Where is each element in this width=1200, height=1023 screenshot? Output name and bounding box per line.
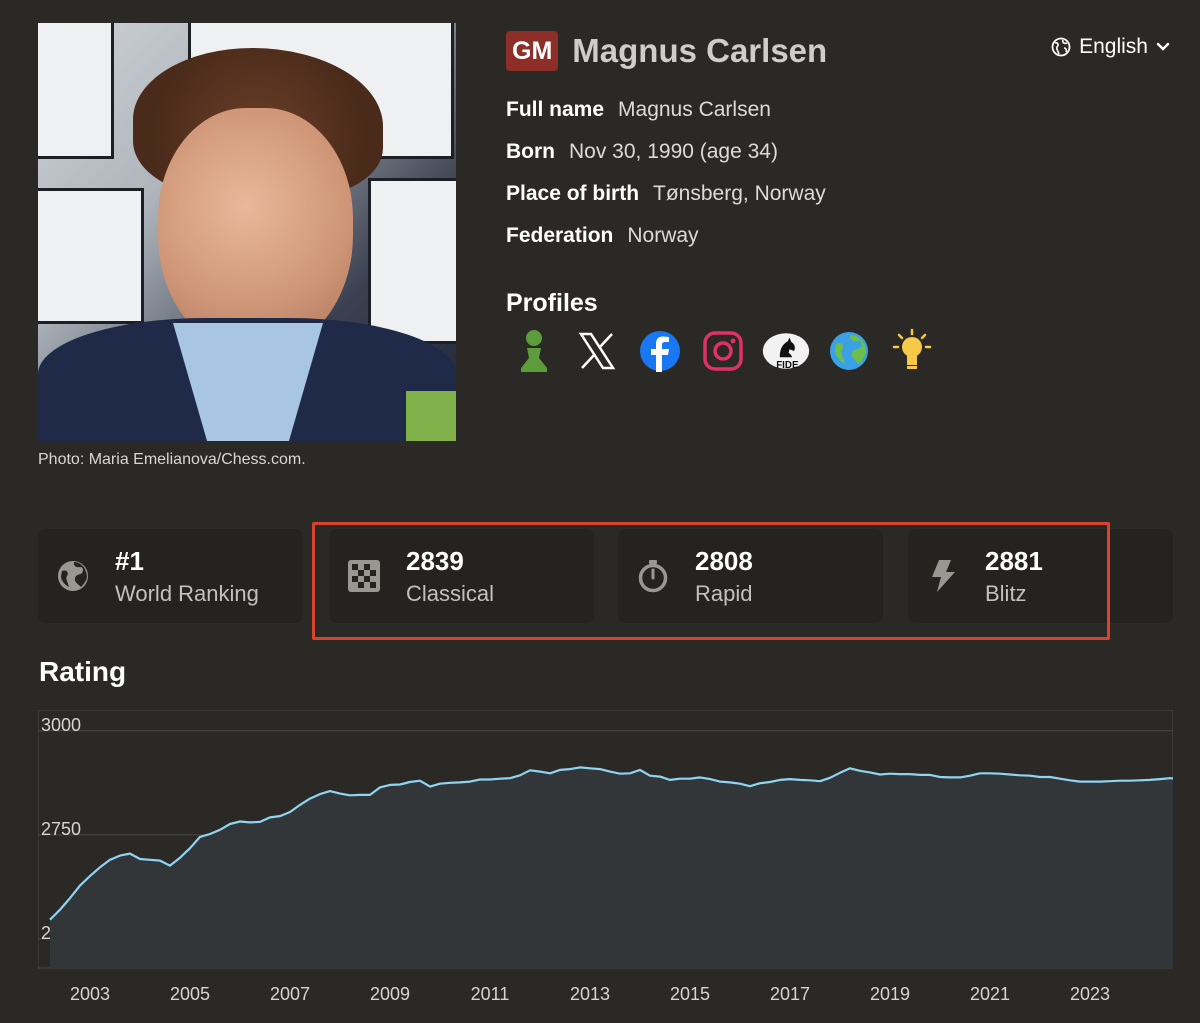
- stat-label: Classical: [406, 581, 495, 606]
- profile-links: FIDE: [510, 326, 936, 376]
- info-label: Full name: [506, 98, 605, 121]
- globe-icon: [58, 561, 88, 591]
- x-tick-label: 2011: [471, 984, 510, 1004]
- photo-caption: Photo: Maria Emelianova/Chess.com.: [38, 451, 306, 468]
- lightning-icon: [932, 560, 955, 592]
- title-badge: GM: [506, 31, 559, 71]
- stat-value: 2808: [695, 546, 753, 576]
- x-tick-label: 2021: [970, 984, 1010, 1004]
- info-value: Magnus Carlsen: [618, 98, 771, 121]
- info-value: Norway: [627, 224, 699, 247]
- info-label: Place of birth: [506, 182, 640, 205]
- x-tick-label: 2019: [870, 984, 910, 1004]
- stat-value: 2839: [406, 546, 464, 576]
- facebook-icon[interactable]: [636, 326, 684, 376]
- info-label: Federation: [506, 224, 614, 247]
- stopwatch-icon: [638, 560, 668, 593]
- highlight-box: [312, 522, 1110, 640]
- stat-value: #1: [115, 546, 144, 576]
- info-value: Nov 30, 1990 (age 34): [569, 140, 778, 163]
- x-tick-label: 2023: [1070, 984, 1110, 1004]
- stat-label: Rapid: [695, 581, 753, 606]
- rating-chart: 3000275025002003200520072009201120132015…: [38, 710, 1173, 1004]
- x-icon[interactable]: [573, 326, 621, 376]
- stat-rapid: 2808 Rapid: [618, 529, 883, 623]
- info-full-name: Full name Magnus Carlsen: [506, 96, 826, 138]
- chevron-down-icon: [1156, 42, 1170, 51]
- stat-value: 2881: [985, 546, 1043, 576]
- info-federation: Federation Norway: [506, 222, 826, 264]
- info-value: Tønsberg, Norway: [653, 182, 826, 205]
- y-tick-label: 3000: [41, 715, 81, 735]
- rating-area: [50, 767, 1173, 968]
- fide-icon[interactable]: FIDE: [762, 326, 810, 376]
- info-label: Born: [506, 140, 555, 163]
- player-header: GM Magnus Carlsen: [506, 31, 827, 71]
- rating-line: [49, 766, 1173, 921]
- stat-label: Blitz: [985, 581, 1027, 606]
- info-place-of-birth: Place of birth Tønsberg, Norway: [506, 180, 826, 222]
- x-tick-label: 2005: [170, 984, 210, 1004]
- language-selector[interactable]: English: [1051, 35, 1170, 59]
- player-info: Full name Magnus Carlsen Born Nov 30, 1990…: [506, 96, 826, 264]
- x-tick-label: 2007: [270, 984, 310, 1004]
- chessboard-icon: [348, 560, 380, 592]
- x-tick-label: 2009: [370, 984, 410, 1004]
- profiles-heading: Profiles: [506, 289, 598, 317]
- x-tick-label: 2003: [70, 984, 110, 1004]
- stat-blitz: 2881 Blitz: [908, 529, 1173, 623]
- stat-classical: 2839 Classical: [329, 529, 594, 623]
- svg-text:FIDE: FIDE: [776, 360, 799, 371]
- rating-heading: Rating: [39, 656, 127, 687]
- globe-icon: [1051, 37, 1071, 57]
- player-photo: [38, 23, 456, 441]
- y-tick-label: 2750: [41, 819, 81, 839]
- language-label: English: [1079, 35, 1148, 58]
- x-tick-label: 2017: [770, 984, 810, 1004]
- info-born: Born Nov 30, 1990 (age 34): [506, 138, 826, 180]
- lightbulb-icon[interactable]: [888, 326, 936, 376]
- player-name: Magnus Carlsen: [572, 32, 828, 69]
- globe-icon[interactable]: [825, 326, 873, 376]
- stat-label: World Ranking: [115, 581, 259, 606]
- x-tick-label: 2015: [670, 984, 710, 1004]
- chesscom-pawn-icon[interactable]: [510, 326, 558, 376]
- instagram-icon[interactable]: [699, 326, 747, 376]
- stat-world-ranking: #1 World Ranking: [38, 529, 303, 623]
- x-tick-label: 2013: [570, 984, 610, 1004]
